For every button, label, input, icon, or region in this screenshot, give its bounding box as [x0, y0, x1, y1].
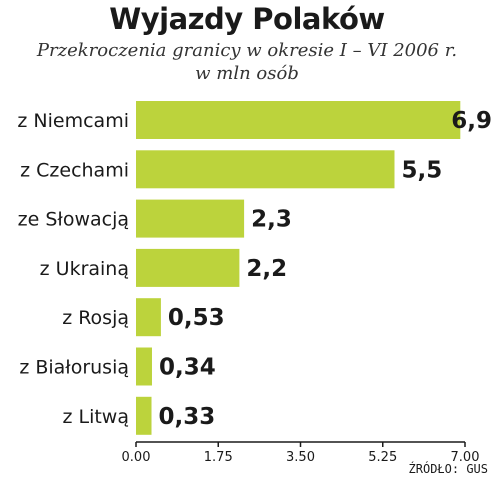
value-label: 2,3 — [251, 207, 292, 233]
x-tick-label: 7.00 — [451, 450, 480, 465]
value-label: 0,53 — [168, 305, 225, 331]
value-label: 2,2 — [246, 256, 287, 282]
bar — [136, 101, 461, 139]
category-label: ze Słowacją — [18, 209, 129, 231]
bar — [136, 347, 152, 386]
category-label: z Niemcami — [17, 110, 129, 132]
x-tick-label: 1.75 — [204, 450, 233, 465]
x-tick-label: 5.25 — [368, 450, 397, 465]
x-axis-ticks: 0.00 1.75 3.50 5.25 7.00 — [122, 442, 480, 465]
value-label: 0,34 — [159, 355, 216, 381]
bar — [136, 396, 152, 435]
category-label: z Rosją — [62, 307, 129, 329]
x-tick-label: 3.50 — [286, 450, 315, 465]
source-note: ŹRÓDŁO: GUS — [408, 462, 488, 476]
bar — [136, 150, 395, 189]
bar — [136, 248, 240, 287]
category-label: z Białorusią — [19, 357, 129, 379]
subtitle-line-1: Przekroczenia granicy w okresie I – VI 2… — [36, 40, 458, 61]
bar — [136, 298, 161, 337]
chart-title: Wyjazdy Polaków — [109, 2, 385, 36]
x-tick-label: 0.00 — [122, 450, 151, 465]
bar — [136, 199, 245, 238]
subtitle-line-2: w mln osób — [195, 63, 299, 84]
chart-subtitle: Przekroczenia granicy w okresie I – VI 2… — [0, 39, 494, 85]
category-label: z Litwą — [62, 406, 129, 428]
value-label: 5,5 — [402, 157, 443, 183]
bars-layer: z Niemcami 6,9 z Czechami 5,5 ze Słowacją 2,3… — [17, 101, 492, 435]
value-label: 6,9 — [451, 108, 492, 134]
category-label: z Ukrainą — [40, 258, 129, 280]
value-label: 0,33 — [159, 404, 216, 430]
category-label: z Czechami — [20, 159, 129, 181]
